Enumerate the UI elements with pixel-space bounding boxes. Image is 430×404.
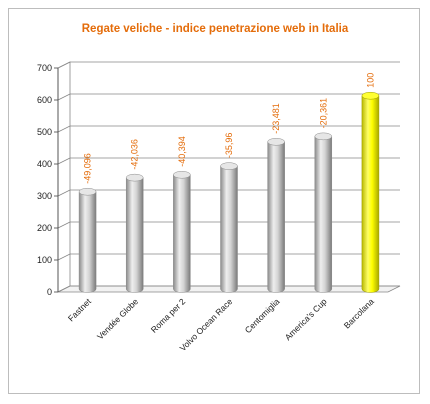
side-wall (57, 61, 71, 293)
y-tick-label: 200 (37, 223, 52, 233)
gridline-diagonal (57, 125, 71, 133)
bar-top (220, 162, 238, 170)
bar (220, 162, 238, 293)
bar (78, 187, 97, 293)
x-tick-label: Barcolana (342, 296, 376, 330)
bar-body (314, 136, 333, 293)
bar-top (314, 132, 333, 141)
y-tick-label: 500 (37, 127, 52, 137)
x-tick-label: Volvo Ocean Race (178, 296, 235, 353)
bar (125, 173, 144, 293)
gridline-diagonal (57, 189, 71, 197)
x-tick-label: Roma per 2 (149, 296, 188, 335)
x-tick-label: Vendée Globe (95, 296, 140, 341)
gridline-diagonal (57, 285, 71, 293)
y-tick-label: 600 (37, 95, 52, 105)
gridline-diagonal (57, 253, 71, 261)
data-label: -35,96 (224, 133, 234, 159)
x-tick-label: Centomiglia (243, 296, 282, 335)
gridline-diagonal (57, 157, 71, 165)
bar-body (78, 191, 97, 293)
bar (173, 171, 191, 293)
y-tick-label: 300 (37, 191, 52, 201)
gridline-diagonal (57, 93, 71, 101)
chart-frame: Regate veliche - indice penetrazione web… (8, 8, 420, 394)
data-label: -49,096 (83, 153, 93, 184)
bar-body (173, 174, 191, 293)
data-label: 100 (365, 73, 375, 88)
data-label: -40,394 (177, 136, 187, 167)
chart-title: Regate veliche - indice penetrazione web… (81, 23, 349, 35)
y-tick-label: 0 (47, 287, 52, 297)
y-tick-label: 700 (37, 63, 52, 73)
y-tick-label: 400 (37, 159, 52, 169)
bar-top (125, 173, 144, 182)
data-label: -42,036 (130, 139, 140, 170)
bar-top (173, 171, 191, 179)
bar-top (78, 187, 97, 196)
bar (267, 138, 285, 293)
gridline-diagonal (57, 61, 71, 69)
bar-body (267, 141, 285, 293)
bar (361, 91, 380, 293)
bar-top (267, 138, 285, 146)
data-label: -23,481 (271, 103, 281, 134)
bar-body (125, 177, 144, 293)
gridline-diagonal (57, 221, 71, 229)
x-tick-label: America's Cup (283, 296, 329, 342)
bar (314, 132, 333, 293)
bar-body (220, 165, 238, 293)
x-tick-label: Fastnet (66, 296, 94, 324)
bar-top (361, 91, 380, 100)
data-label: -20,361 (318, 98, 328, 129)
y-tick-label: 100 (37, 255, 52, 265)
bar-body (361, 95, 380, 293)
